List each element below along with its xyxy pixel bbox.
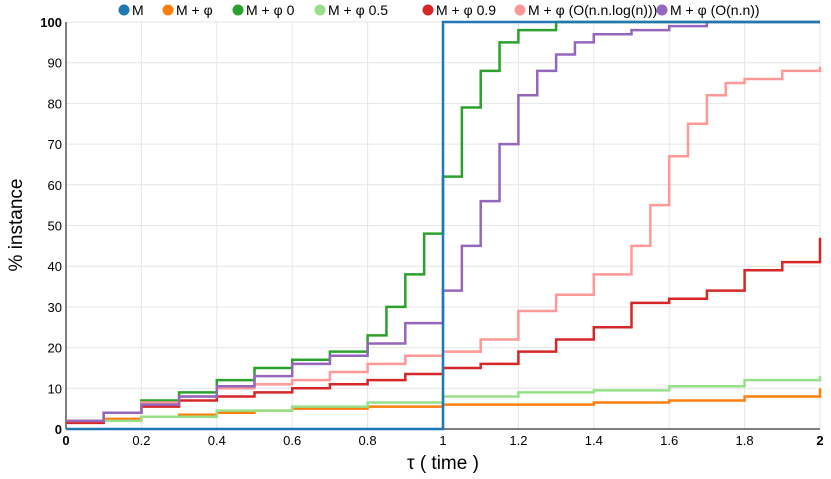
series-line-6 [66,20,820,423]
legend-item[interactable]: M + φ 0.9 [422,2,497,18]
legend-marker [314,4,326,16]
legend-item[interactable]: M + φ (O(n.n)) [656,2,760,18]
x-tick-label: 1 [439,433,446,448]
legend-item[interactable]: M + φ 0.5 [314,2,389,18]
x-tick-label: 1.2 [509,433,527,448]
legend-marker [162,4,174,16]
legend-marker [422,4,434,16]
y-tick-label: 0 [55,422,62,437]
y-tick-label: 10 [48,381,62,396]
legend-label: M [132,2,144,18]
x-tick-label: 2 [816,433,823,448]
legend-marker [232,4,244,16]
y-tick-label: 20 [48,341,62,356]
legend-marker [118,4,130,16]
legend-item[interactable]: M [118,2,144,18]
legend-label: M + φ 0 [246,2,295,18]
y-tick-label: 30 [48,300,62,315]
x-tick-label: 0.8 [359,433,377,448]
tick-labels: 0 0.2 0.4 0.6 0.8 1 1.2 1.4 1.6 1.8 20102030405060… [40,15,823,448]
series-line-2 [66,20,820,423]
legend-label: M + φ (O(n.n.log(n))) [528,2,657,18]
y-tick-label: 40 [48,259,62,274]
legend[interactable]: M M + φ M + φ 0 M + φ 0.5 M + φ 0.9 M + φ (O(… [118,2,760,18]
legend-marker [514,4,526,16]
x-axis-title: τ ( time ) [407,453,479,474]
x-tick-label: 0 [62,433,69,448]
legend-item[interactable]: M + φ (O(n.n.log(n))) [514,2,658,18]
y-tick-label: 100 [40,15,62,30]
y-tick-label: 90 [48,56,62,71]
x-tick-label: 0.2 [132,433,150,448]
x-tick-label: 1.4 [585,433,603,448]
y-tick-label: 70 [48,137,62,152]
legend-label: M + φ 0.5 [328,2,388,18]
legend-label: M + φ [176,2,213,18]
x-tick-label: 0.6 [283,433,301,448]
legend-label: M + φ (O(n.n)) [670,2,760,18]
legend-marker [656,4,668,16]
legend-label: M + φ 0.9 [436,2,496,18]
series-line-0 [66,20,820,431]
x-tick-label: 0.4 [208,433,226,448]
y-axis-title: % instance [6,179,27,272]
y-tick-label: 60 [48,178,62,193]
legend-item[interactable]: M + φ [162,2,213,18]
y-tick-label: 50 [48,219,62,234]
legend-item[interactable]: M + φ 0 [232,2,295,18]
y-tick-label: 80 [48,96,62,111]
x-tick-label: 1.6 [660,433,678,448]
series-layer [66,20,822,431]
x-tick-label: 1.8 [736,433,754,448]
